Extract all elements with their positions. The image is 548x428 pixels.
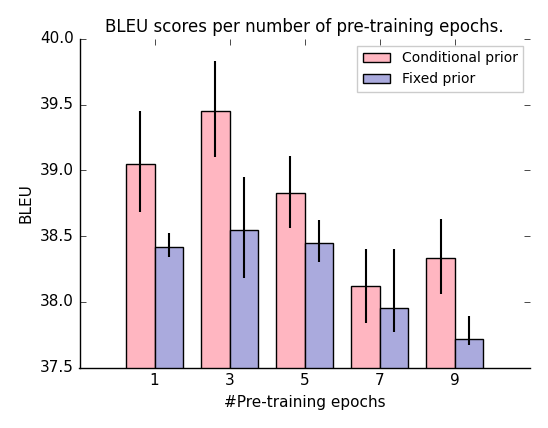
Bar: [201, 111, 230, 428]
Bar: [455, 339, 483, 428]
Bar: [351, 286, 380, 428]
Bar: [230, 229, 258, 428]
Bar: [126, 164, 155, 428]
Y-axis label: BLEU: BLEU: [18, 183, 33, 223]
Legend: Conditional prior, Fixed prior: Conditional prior, Fixed prior: [357, 46, 523, 92]
X-axis label: #Pre-training epochs: #Pre-training epochs: [224, 395, 386, 410]
Bar: [426, 259, 455, 428]
Title: BLEU scores per number of pre-training epochs.: BLEU scores per number of pre-training e…: [105, 18, 504, 36]
Bar: [380, 308, 408, 428]
Bar: [155, 247, 183, 428]
Bar: [305, 243, 333, 428]
Bar: [276, 193, 305, 428]
